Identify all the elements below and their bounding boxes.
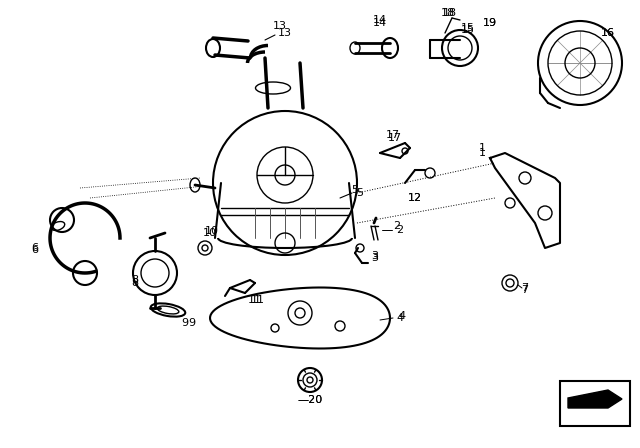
Text: 2: 2	[394, 221, 401, 231]
Text: 15: 15	[461, 25, 475, 35]
Text: 8: 8	[131, 278, 139, 288]
Text: 7: 7	[522, 285, 529, 295]
Text: 8: 8	[131, 275, 139, 285]
Text: 18: 18	[443, 8, 457, 18]
Text: 4: 4	[399, 311, 406, 321]
Text: 19: 19	[483, 18, 497, 28]
Text: 3: 3	[371, 251, 378, 261]
Bar	[560, 381, 630, 426]
Text: 6: 6	[31, 245, 38, 255]
Text: 16: 16	[601, 28, 615, 38]
Text: 19: 19	[483, 18, 497, 28]
Text: 6: 6	[31, 243, 38, 253]
Text: 5: 5	[351, 185, 358, 195]
Text: 9: 9	[181, 318, 189, 328]
Text: 12: 12	[408, 193, 422, 203]
Text: 11: 11	[251, 295, 265, 305]
Text: 13: 13	[278, 28, 292, 38]
Text: 5: 5	[356, 188, 364, 198]
Text: 1: 1	[479, 143, 486, 153]
Text: 12: 12	[408, 193, 422, 203]
Text: 14: 14	[373, 15, 387, 25]
Text: 00133197: 00133197	[572, 414, 618, 423]
Text: 18: 18	[441, 8, 455, 18]
Text: 1: 1	[479, 148, 486, 158]
Text: 13: 13	[273, 21, 287, 31]
Text: 17: 17	[386, 130, 400, 140]
Text: —20: —20	[298, 395, 323, 405]
Text: 17: 17	[388, 133, 402, 143]
Text: 15: 15	[461, 23, 475, 33]
Text: 2: 2	[396, 225, 404, 235]
Text: 10: 10	[203, 228, 217, 238]
Text: 16: 16	[601, 28, 615, 38]
Text: 9: 9	[188, 318, 196, 328]
Polygon shape	[568, 390, 622, 408]
Text: 4: 4	[396, 313, 404, 323]
Text: 7: 7	[522, 283, 529, 293]
Text: 10: 10	[205, 226, 219, 236]
Text: 14: 14	[373, 18, 387, 28]
Text: 3: 3	[371, 253, 378, 263]
Text: —20: —20	[298, 395, 323, 405]
Text: 11: 11	[248, 295, 262, 305]
